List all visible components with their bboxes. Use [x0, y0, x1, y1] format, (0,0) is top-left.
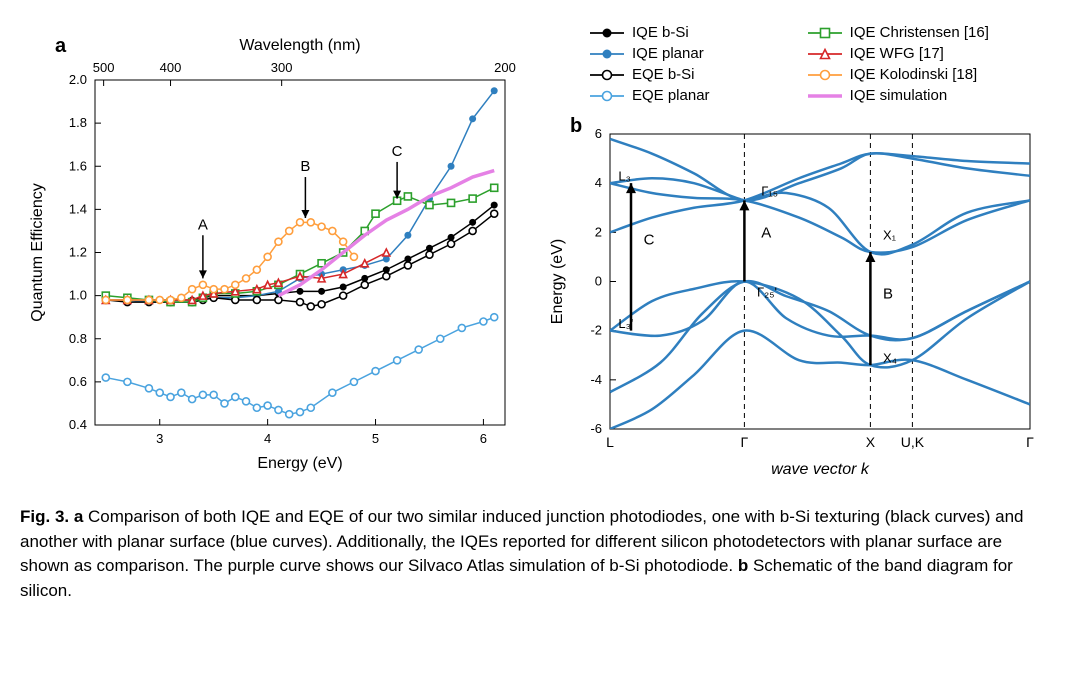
svg-text:A: A [761, 224, 771, 241]
svg-text:4: 4 [264, 431, 271, 446]
legend: IQE b-Si IQE Christensen [16] IQE planar IQ… [540, 20, 1047, 114]
legend-label: IQE Christensen [16] [850, 24, 989, 41]
svg-text:Γ: Γ [1026, 434, 1034, 450]
legend-swatch [590, 68, 624, 82]
legend-item: IQE WFG [17] [808, 45, 1047, 62]
legend-label: IQE Kolodinski [18] [850, 66, 978, 83]
svg-text:Γ₂₅': Γ₂₅' [757, 284, 777, 299]
legend-item: EQE planar [590, 87, 768, 104]
svg-text:L₃: L₃ [618, 169, 631, 184]
legend-swatch [808, 89, 842, 103]
legend-item: IQE Christensen [16] [808, 24, 1047, 41]
chart-a-container: 3 4 5 6 0.4 0.6 0.8 1.0 1.2 1.4 1.6 1.8 2.0 500 400 300… [20, 20, 520, 485]
figure-caption: Fig. 3. a Comparison of both IQE and EQE… [20, 505, 1047, 604]
svg-text:X₄: X₄ [883, 351, 897, 366]
svg-text:200: 200 [494, 60, 516, 75]
svg-text:3: 3 [156, 431, 163, 446]
legend-swatch [808, 68, 842, 82]
svg-text:0.4: 0.4 [69, 417, 87, 432]
svg-text:C: C [392, 143, 403, 160]
svg-text:Γ₁₅: Γ₁₅ [761, 183, 778, 198]
legend-label: EQE b-Si [632, 66, 695, 83]
caption-fig-label: Fig. 3. a [20, 507, 83, 526]
svg-text:A: A [198, 216, 208, 233]
legend-item: IQE simulation [808, 87, 1047, 104]
legend-item: IQE planar [590, 45, 768, 62]
svg-text:C: C [644, 232, 655, 249]
svg-text:2: 2 [595, 224, 602, 239]
svg-text:b: b [570, 115, 582, 137]
svg-text:-4: -4 [590, 372, 602, 387]
svg-text:a: a [55, 35, 67, 57]
svg-text:wave vector k: wave vector k [771, 461, 870, 478]
svg-text:4: 4 [595, 175, 602, 190]
svg-text:L: L [606, 434, 614, 450]
svg-text:-6: -6 [590, 421, 602, 436]
svg-text:Γ: Γ [741, 434, 749, 450]
svg-text:-2: -2 [590, 323, 602, 338]
legend-item: EQE b-Si [590, 66, 768, 83]
svg-text:Wavelength (nm): Wavelength (nm) [239, 37, 360, 54]
legend-item: IQE Kolodinski [18] [808, 66, 1047, 83]
svg-text:6: 6 [595, 126, 602, 141]
svg-text:6: 6 [480, 431, 487, 446]
legend-label: IQE simulation [850, 87, 948, 104]
svg-text:0: 0 [595, 274, 602, 289]
svg-text:2.0: 2.0 [69, 72, 87, 87]
svg-text:1.4: 1.4 [69, 201, 87, 216]
legend-swatch [590, 26, 624, 40]
svg-text:Energy (eV): Energy (eV) [257, 455, 342, 472]
legend-item: IQE b-Si [590, 24, 768, 41]
svg-text:X: X [866, 434, 876, 450]
legend-label: EQE planar [632, 87, 710, 104]
legend-swatch [590, 89, 624, 103]
legend-label: IQE WFG [17] [850, 45, 944, 62]
svg-text:1.2: 1.2 [69, 245, 87, 260]
svg-text:1.8: 1.8 [69, 115, 87, 130]
figure-3: 3 4 5 6 0.4 0.6 0.8 1.0 1.2 1.4 1.6 1.8 2.0 500 400 300… [20, 20, 1047, 604]
svg-text:X₁: X₁ [883, 228, 897, 243]
svg-text:Quantum Efficiency: Quantum Efficiency [29, 183, 46, 321]
svg-text:Energy (eV): Energy (eV) [549, 239, 566, 324]
legend-swatch [808, 47, 842, 61]
svg-text:0.8: 0.8 [69, 331, 87, 346]
legend-label: IQE b-Si [632, 24, 689, 41]
svg-text:B: B [300, 158, 310, 175]
svg-text:5: 5 [372, 431, 379, 446]
svg-text:400: 400 [160, 60, 182, 75]
svg-text:300: 300 [271, 60, 293, 75]
svg-text:1.0: 1.0 [69, 288, 87, 303]
legend-swatch [808, 26, 842, 40]
svg-text:0.6: 0.6 [69, 374, 87, 389]
svg-text:500: 500 [93, 60, 115, 75]
svg-text:U,K: U,K [901, 434, 925, 450]
caption-b-marker: b [738, 556, 748, 575]
legend-label: IQE planar [632, 45, 704, 62]
chart-b-svg: -6 -4 -2 0 2 4 6 L Γ X U,K Γwave vector k Energy (eV… [540, 114, 1040, 484]
svg-text:L₃': L₃' [618, 316, 633, 331]
legend-swatch [590, 47, 624, 61]
chart-a-svg: 3 4 5 6 0.4 0.6 0.8 1.0 1.2 1.4 1.6 1.8 2.0 500 400 300… [20, 20, 520, 480]
svg-text:1.6: 1.6 [69, 158, 87, 173]
svg-text:B: B [883, 286, 893, 303]
